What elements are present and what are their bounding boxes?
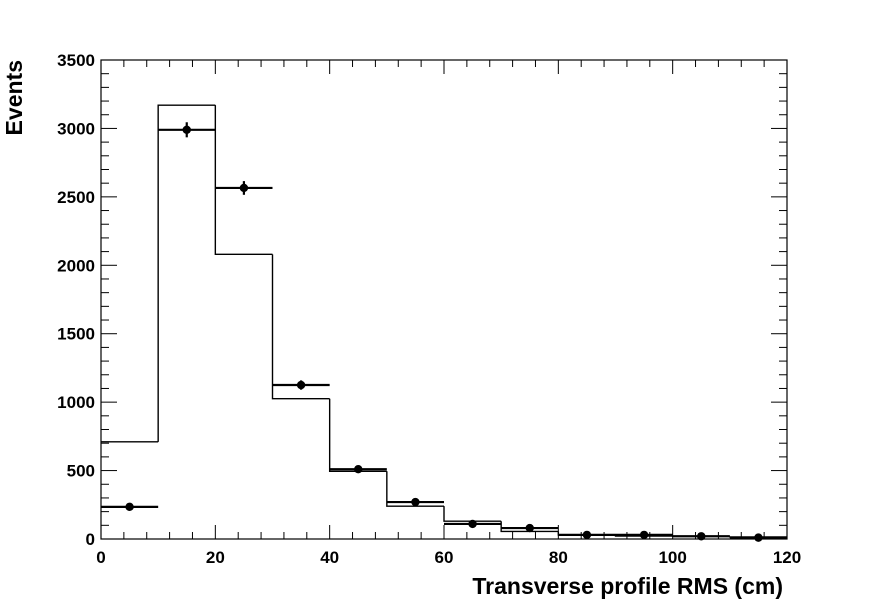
x-tick-label: 80	[549, 548, 568, 567]
x-tick-label: 60	[435, 548, 454, 567]
data-point-group	[101, 502, 159, 512]
plot-frame	[100, 59, 788, 540]
histogram-bin	[328, 398, 387, 472]
histogram-bin	[500, 521, 559, 533]
histogram-bin	[157, 104, 216, 442]
data-point	[296, 380, 306, 390]
data-point	[411, 497, 420, 507]
data-point-group	[501, 523, 559, 533]
data-point	[468, 519, 477, 529]
data-point	[697, 532, 706, 541]
x-tick-label: 100	[658, 548, 686, 567]
data-point-group	[615, 530, 673, 540]
histogram-bin	[443, 506, 502, 522]
data-point	[182, 125, 191, 134]
data-point-group	[444, 519, 502, 529]
data-point	[754, 533, 763, 542]
data-point-group	[558, 530, 616, 540]
y-axis: 0 500 1000 1500 2000 2500 3000 3500	[57, 51, 787, 549]
x-axis-title: Transverse profile RMS (cm)	[472, 573, 783, 599]
y-axis-title: Events	[1, 60, 27, 135]
histogram-bin	[271, 254, 330, 400]
data-point-group	[386, 497, 444, 507]
y-tick-label: 1500	[57, 325, 95, 344]
data-point-group	[215, 181, 273, 195]
data-point	[639, 530, 649, 540]
y-tick-label: 1000	[57, 393, 95, 412]
y-tick-label: 2000	[57, 256, 95, 275]
y-tick-label: 0	[86, 530, 95, 549]
histogram-bin	[214, 105, 273, 256]
data-points-layer	[101, 122, 787, 542]
y-tick-label: 3500	[57, 51, 95, 70]
x-tick-label: 0	[96, 548, 105, 567]
data-point-group	[272, 380, 330, 390]
histogram-bin	[386, 471, 444, 507]
data-point-group	[729, 533, 787, 542]
histogram-layer	[101, 104, 787, 538]
x-tick-label: 120	[773, 548, 801, 567]
data-point	[354, 465, 363, 474]
data-point-group	[672, 532, 730, 541]
data-point-group	[329, 465, 387, 474]
y-tick-label: 500	[67, 462, 95, 481]
data-point	[582, 530, 592, 540]
data-point-group	[158, 122, 216, 138]
data-point	[125, 502, 134, 512]
x-tick-label: 40	[320, 548, 339, 567]
x-axis: 0 20 40 60 80 100 120	[96, 60, 801, 567]
y-tick-label: 3000	[57, 119, 95, 138]
data-point	[525, 523, 534, 533]
data-point	[239, 183, 249, 193]
x-tick-label: 20	[206, 548, 225, 567]
y-tick-label: 2500	[57, 188, 95, 207]
